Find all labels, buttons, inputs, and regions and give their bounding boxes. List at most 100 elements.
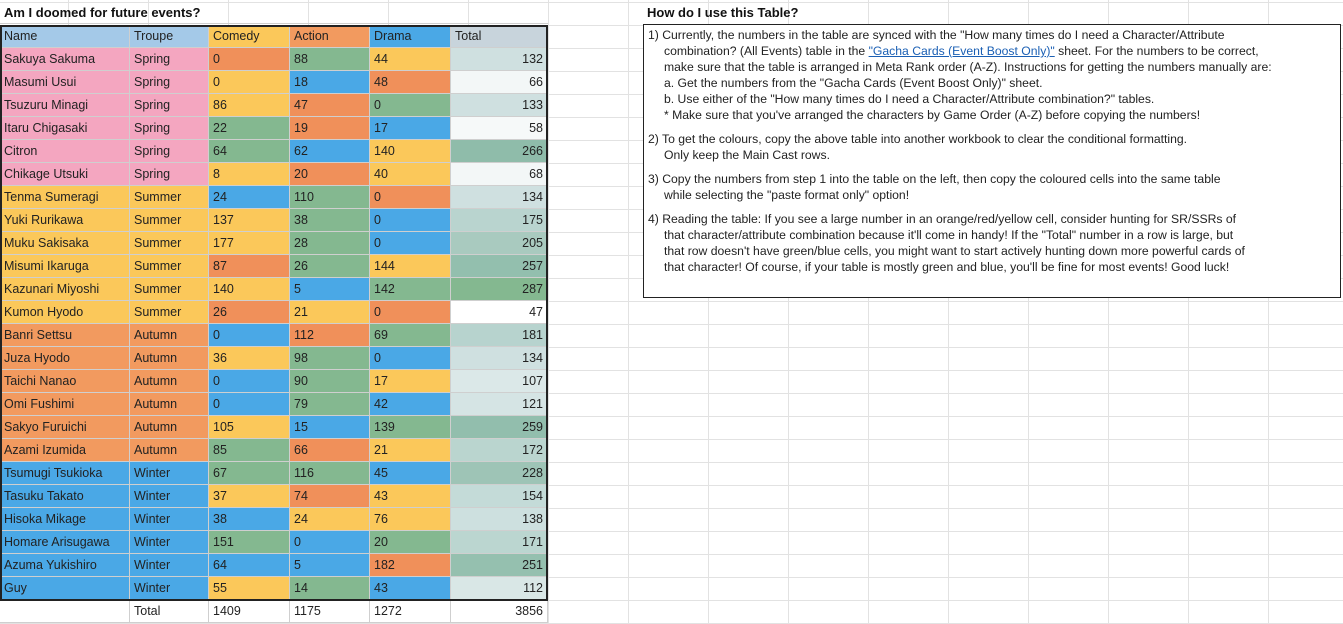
cell-name[interactable]: Tenma Sumeragi bbox=[0, 186, 130, 209]
cell-action[interactable]: 110 bbox=[290, 186, 370, 209]
header-action[interactable]: Action bbox=[290, 25, 370, 48]
cell-name[interactable]: Banri Settsu bbox=[0, 324, 130, 347]
cell-troupe[interactable]: Autumn bbox=[130, 416, 209, 439]
cell-action[interactable]: 90 bbox=[290, 370, 370, 393]
totals-label[interactable]: Total bbox=[130, 600, 209, 623]
header-drama[interactable]: Drama bbox=[370, 25, 451, 48]
totals-comedy[interactable]: 1409 bbox=[209, 600, 290, 623]
cell-drama[interactable]: 0 bbox=[370, 94, 451, 117]
cell-drama[interactable]: 139 bbox=[370, 416, 451, 439]
cell-troupe[interactable]: Spring bbox=[130, 163, 209, 186]
cell-total[interactable]: 257 bbox=[451, 255, 548, 278]
cell-total[interactable]: 68 bbox=[451, 163, 548, 186]
cell-total[interactable]: 172 bbox=[451, 439, 548, 462]
cell-troupe[interactable]: Winter bbox=[130, 508, 209, 531]
cell-name[interactable]: Sakuya Sakuma bbox=[0, 48, 130, 71]
cell-action[interactable]: 18 bbox=[290, 71, 370, 94]
cell-comedy[interactable]: 0 bbox=[209, 71, 290, 94]
cell-drama[interactable]: 0 bbox=[370, 347, 451, 370]
cell-action[interactable]: 88 bbox=[290, 48, 370, 71]
cell-name[interactable]: Juza Hyodo bbox=[0, 347, 130, 370]
cell-action[interactable]: 0 bbox=[290, 531, 370, 554]
cell-comedy[interactable]: 0 bbox=[209, 393, 290, 416]
help-textbox[interactable]: 1) Currently, the numbers in the table a… bbox=[643, 24, 1341, 298]
cell-action[interactable]: 28 bbox=[290, 232, 370, 255]
cell-troupe[interactable]: Summer bbox=[130, 255, 209, 278]
table-title[interactable]: Am I doomed for future events? bbox=[0, 2, 548, 24]
cell-blank[interactable] bbox=[0, 600, 130, 623]
cell-troupe[interactable]: Summer bbox=[130, 278, 209, 301]
cell-comedy[interactable]: 151 bbox=[209, 531, 290, 554]
cell-comedy[interactable]: 26 bbox=[209, 301, 290, 324]
cell-total[interactable]: 138 bbox=[451, 508, 548, 531]
cell-drama[interactable]: 0 bbox=[370, 186, 451, 209]
cell-name[interactable]: Azami Izumida bbox=[0, 439, 130, 462]
cell-drama[interactable]: 20 bbox=[370, 531, 451, 554]
cell-drama[interactable]: 182 bbox=[370, 554, 451, 577]
cell-name[interactable]: Tsuzuru Minagi bbox=[0, 94, 130, 117]
cell-total[interactable]: 266 bbox=[451, 140, 548, 163]
cell-action[interactable]: 5 bbox=[290, 554, 370, 577]
cell-troupe[interactable]: Autumn bbox=[130, 439, 209, 462]
cell-troupe[interactable]: Spring bbox=[130, 48, 209, 71]
cell-name[interactable]: Taichi Nanao bbox=[0, 370, 130, 393]
cell-total[interactable]: 134 bbox=[451, 186, 548, 209]
cell-troupe[interactable]: Winter bbox=[130, 531, 209, 554]
cell-action[interactable]: 62 bbox=[290, 140, 370, 163]
cell-troupe[interactable]: Autumn bbox=[130, 324, 209, 347]
cell-comedy[interactable]: 87 bbox=[209, 255, 290, 278]
cell-name[interactable]: Tsumugi Tsukioka bbox=[0, 462, 130, 485]
cell-total[interactable]: 154 bbox=[451, 485, 548, 508]
cell-total[interactable]: 181 bbox=[451, 324, 548, 347]
cell-drama[interactable]: 0 bbox=[370, 301, 451, 324]
cell-action[interactable]: 20 bbox=[290, 163, 370, 186]
cell-name[interactable]: Chikage Utsuki bbox=[0, 163, 130, 186]
cell-name[interactable]: Kumon Hyodo bbox=[0, 301, 130, 324]
cell-troupe[interactable]: Autumn bbox=[130, 393, 209, 416]
cell-name[interactable]: Misumi Ikaruga bbox=[0, 255, 130, 278]
cell-comedy[interactable]: 22 bbox=[209, 117, 290, 140]
cell-comedy[interactable]: 64 bbox=[209, 140, 290, 163]
cell-action[interactable]: 74 bbox=[290, 485, 370, 508]
cell-name[interactable]: Citron bbox=[0, 140, 130, 163]
cell-name[interactable]: Sakyo Furuichi bbox=[0, 416, 130, 439]
cell-comedy[interactable]: 140 bbox=[209, 278, 290, 301]
cell-name[interactable]: Omi Fushimi bbox=[0, 393, 130, 416]
cell-drama[interactable]: 42 bbox=[370, 393, 451, 416]
cell-drama[interactable]: 43 bbox=[370, 485, 451, 508]
header-comedy[interactable]: Comedy bbox=[209, 25, 290, 48]
cell-drama[interactable]: 48 bbox=[370, 71, 451, 94]
cell-action[interactable]: 19 bbox=[290, 117, 370, 140]
cell-total[interactable]: 175 bbox=[451, 209, 548, 232]
cell-drama[interactable]: 17 bbox=[370, 117, 451, 140]
cell-troupe[interactable]: Spring bbox=[130, 71, 209, 94]
cell-troupe[interactable]: Winter bbox=[130, 462, 209, 485]
cell-troupe[interactable]: Summer bbox=[130, 209, 209, 232]
cell-action[interactable]: 79 bbox=[290, 393, 370, 416]
cell-troupe[interactable]: Autumn bbox=[130, 370, 209, 393]
cell-troupe[interactable]: Spring bbox=[130, 117, 209, 140]
cell-comedy[interactable]: 85 bbox=[209, 439, 290, 462]
cell-action[interactable]: 66 bbox=[290, 439, 370, 462]
cell-drama[interactable]: 0 bbox=[370, 232, 451, 255]
cell-action[interactable]: 112 bbox=[290, 324, 370, 347]
header-name[interactable]: Name bbox=[0, 25, 130, 48]
cell-comedy[interactable]: 36 bbox=[209, 347, 290, 370]
cell-action[interactable]: 38 bbox=[290, 209, 370, 232]
cell-action[interactable]: 21 bbox=[290, 301, 370, 324]
cell-comedy[interactable]: 24 bbox=[209, 186, 290, 209]
cell-name[interactable]: Muku Sakisaka bbox=[0, 232, 130, 255]
cell-troupe[interactable]: Summer bbox=[130, 301, 209, 324]
cell-troupe[interactable]: Summer bbox=[130, 232, 209, 255]
cell-action[interactable]: 24 bbox=[290, 508, 370, 531]
cell-drama[interactable]: 142 bbox=[370, 278, 451, 301]
cell-troupe[interactable]: Winter bbox=[130, 485, 209, 508]
cell-comedy[interactable]: 137 bbox=[209, 209, 290, 232]
cell-total[interactable]: 251 bbox=[451, 554, 548, 577]
cell-action[interactable]: 47 bbox=[290, 94, 370, 117]
cell-troupe[interactable]: Summer bbox=[130, 186, 209, 209]
cell-name[interactable]: Azuma Yukishiro bbox=[0, 554, 130, 577]
cell-troupe[interactable]: Autumn bbox=[130, 347, 209, 370]
cell-drama[interactable]: 140 bbox=[370, 140, 451, 163]
cell-comedy[interactable]: 64 bbox=[209, 554, 290, 577]
